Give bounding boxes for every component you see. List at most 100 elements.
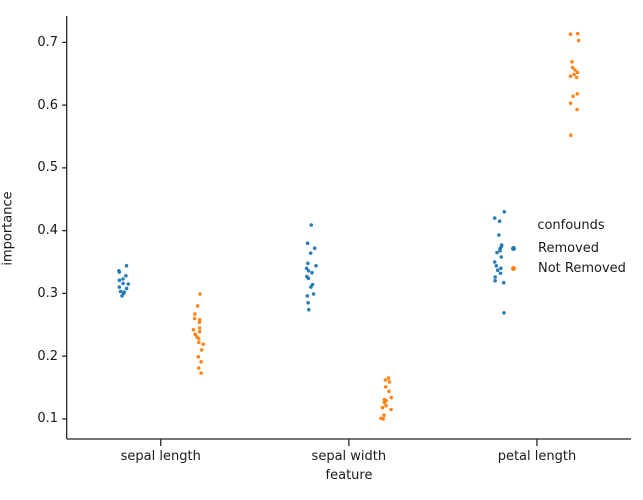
data-point: [383, 378, 388, 382]
x-axis-label: feature: [325, 468, 373, 483]
data-point: [575, 107, 579, 112]
data-point: [197, 326, 202, 330]
data-point: [196, 355, 201, 359]
legend-marker-icon: [511, 265, 516, 271]
data-point: [389, 395, 394, 400]
data-point: [311, 292, 316, 296]
data-point: [314, 264, 318, 268]
data-point: [118, 289, 123, 294]
legend-entry-label: Removed: [538, 240, 600, 256]
data-point: [497, 233, 501, 237]
data-point: [310, 270, 314, 275]
data-point: [191, 328, 196, 332]
data-point: [576, 38, 581, 43]
data-point: [121, 277, 125, 281]
data-point: [305, 294, 310, 298]
data-point: [197, 320, 202, 325]
data-point: [494, 264, 499, 268]
data-point: [495, 250, 499, 255]
legend-marker-icon: [511, 245, 516, 251]
data-point: [201, 342, 205, 347]
x-tick-label: sepal width: [311, 449, 387, 464]
data-point: [568, 74, 573, 78]
data-point: [387, 380, 392, 384]
data-point: [124, 286, 129, 291]
data-point: [571, 94, 575, 99]
data-point: [497, 219, 502, 223]
data-point: [309, 285, 313, 289]
data-point: [307, 307, 311, 312]
data-point: [124, 264, 129, 268]
data-point: [124, 274, 128, 278]
legend-entry-label: Not Removed: [538, 260, 626, 276]
data-point: [386, 376, 391, 380]
y-tick-label: 0.5: [37, 160, 58, 176]
data-point: [573, 68, 577, 72]
data-point: [193, 312, 197, 316]
data-point: [492, 216, 497, 220]
data-point: [306, 261, 310, 266]
data-point: [306, 301, 310, 305]
data-point: [199, 348, 204, 352]
data-point: [199, 371, 203, 375]
data-point: [502, 311, 506, 315]
data-point: [380, 405, 385, 410]
legend-entry: Removed: [503, 238, 639, 258]
data-point: [574, 75, 579, 80]
legend: confounds Removed Not Removed: [503, 218, 639, 278]
data-point: [306, 276, 311, 281]
data-point: [575, 70, 580, 75]
data-point: [568, 101, 573, 105]
data-point: [306, 269, 311, 273]
data-point: [568, 32, 573, 36]
data-point: [120, 294, 124, 298]
data-point: [308, 251, 313, 255]
data-point: [117, 270, 122, 274]
data-point: [305, 241, 310, 245]
data-point: [309, 223, 314, 227]
data-point: [121, 281, 125, 286]
data-point: [499, 266, 503, 271]
data-point: [197, 329, 202, 334]
data-point: [192, 316, 197, 321]
data-point: [570, 65, 575, 70]
data-point: [195, 304, 200, 308]
x-tick-label: sepal length: [120, 449, 201, 464]
y-tick-label: 0.2: [37, 348, 58, 364]
data-point: [198, 292, 202, 296]
data-point: [304, 266, 309, 271]
data-point: [196, 336, 201, 341]
data-point: [493, 275, 498, 279]
legend-title: confounds: [537, 218, 605, 233]
data-point: [384, 403, 388, 408]
data-point: [382, 400, 387, 405]
data-point: [196, 366, 201, 370]
data-point: [117, 278, 122, 283]
data-point: [389, 407, 393, 412]
data-point: [569, 133, 573, 137]
data-point: [502, 210, 507, 214]
data-point: [387, 389, 391, 394]
y-tick-label: 0.3: [37, 285, 58, 301]
data-point: [501, 280, 506, 285]
y-tick-label: 0.6: [37, 97, 58, 113]
data-point: [382, 413, 386, 418]
y-tick-label: 0.7: [37, 34, 58, 50]
x-tick-label: petal length: [497, 449, 577, 464]
legend-entry: Not Removed: [503, 258, 639, 278]
data-point: [492, 260, 497, 264]
data-point: [381, 417, 386, 421]
data-point: [199, 360, 203, 364]
data-point: [572, 72, 576, 77]
data-point: [384, 385, 388, 389]
data-point: [493, 279, 497, 283]
data-point: [575, 31, 580, 36]
data-point: [312, 246, 317, 250]
data-point: [499, 255, 504, 259]
y-axis-label: importance: [0, 191, 16, 266]
data-point: [117, 285, 122, 289]
data-point: [498, 271, 503, 276]
y-tick-label: 0.4: [37, 223, 58, 239]
